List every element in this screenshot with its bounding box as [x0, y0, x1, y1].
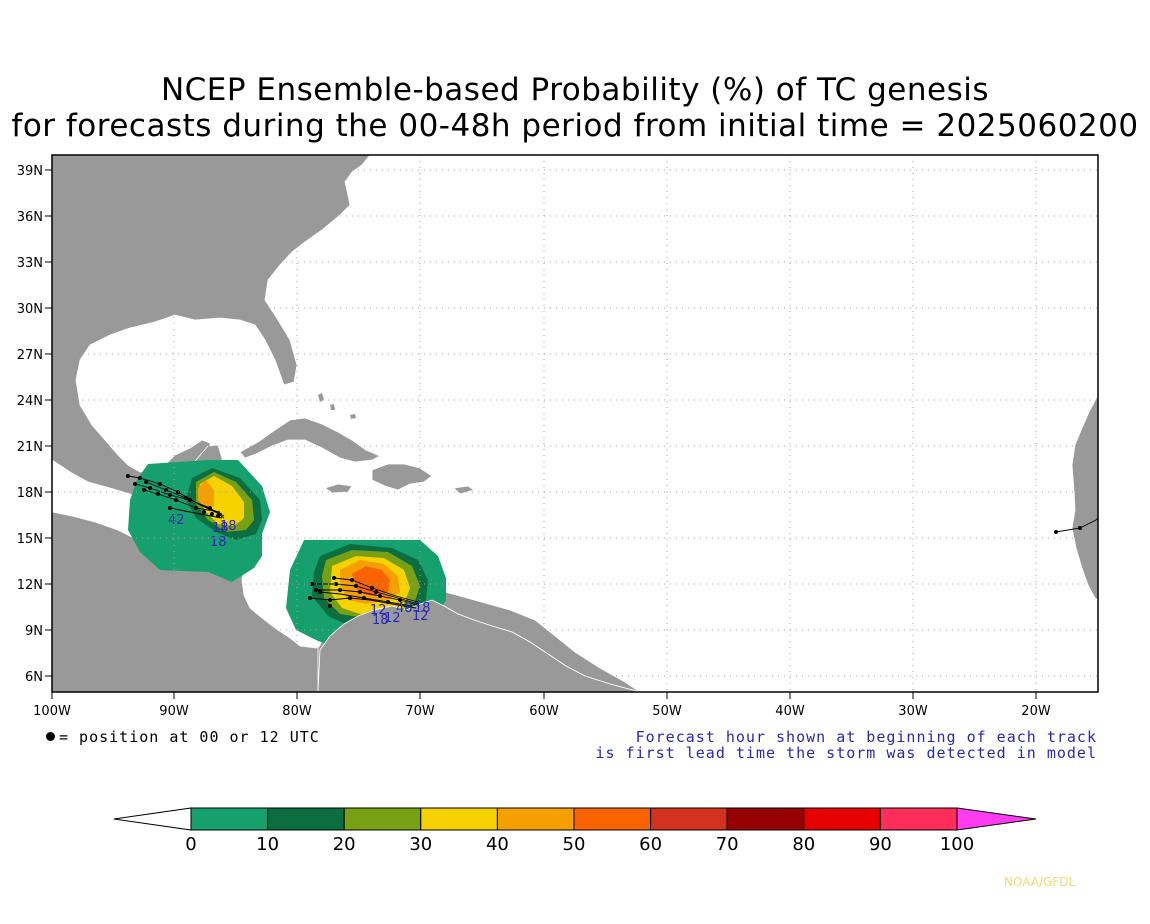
track-east-1: [316, 589, 421, 607]
storm-position-dots: [126, 474, 1082, 608]
colorbar-segment: [573, 807, 652, 831]
colorbar-tick-label: 10: [256, 834, 279, 855]
track-west-5: [169, 507, 223, 519]
position-legend: = position at 00 or 12 UTC: [46, 728, 320, 746]
forecast-hour-labels: 42 18 18 18 12 18 48 12 18 12: [168, 513, 431, 628]
lon-label: 100W: [33, 704, 71, 719]
lat-label: 15N: [17, 532, 43, 547]
colorbar-segment: [650, 807, 728, 831]
forecast-hour-label: 18: [212, 521, 229, 536]
south-america-coast-overlay: [317, 599, 641, 692]
track-west-2: [127, 475, 225, 517]
colorbar-tick-label: 20: [333, 834, 356, 855]
gridlines: [52, 155, 1098, 692]
lat-label: 9N: [25, 624, 43, 639]
track-east-3: [309, 597, 417, 609]
chart-title-line2: for forecasts during the 00-48h period f…: [11, 108, 1139, 144]
bahamas-islands: [318, 393, 356, 419]
forecast-hour-label: 18: [220, 519, 237, 534]
forecast-hour-note-line1: Forecast hour shown at beginning of each…: [635, 728, 1097, 746]
lon-label: 30W: [898, 704, 928, 719]
lon-label: 20W: [1021, 704, 1051, 719]
colorbar-segment: [726, 807, 805, 831]
colorbar-segment: [343, 807, 422, 831]
colorbar: 0 10 20 30 40 50 60 70 80 90 100: [113, 807, 1037, 855]
forecast-hour-label: 42: [168, 513, 185, 528]
colorbar-segment: [267, 807, 345, 831]
colorbar-segment: [803, 807, 881, 831]
position-legend-text: = position at 00 or 12 UTC: [59, 728, 320, 746]
jamaica-island: [324, 483, 353, 494]
colorbar-tick-label: 50: [563, 834, 586, 855]
latitude-labels: 39N 36N 33N 30N 27N 24N 21N 18N 15N 12N …: [17, 164, 43, 685]
lon-label: 50W: [652, 704, 682, 719]
colorbar-tick-label: 30: [409, 834, 432, 855]
longitude-labels: 100W 90W 80W 70W 60W 50W 40W 30W 20W: [33, 704, 1051, 719]
lat-label: 12N: [17, 578, 43, 593]
position-dot-icon: [46, 732, 55, 741]
colorbar-over-triangle: [956, 807, 1037, 831]
lat-label: 39N: [17, 164, 43, 179]
lon-label: 70W: [405, 704, 435, 719]
colorbar-segment: [420, 807, 498, 831]
puerto-rico-island: [453, 485, 475, 495]
lat-label: 33N: [17, 256, 43, 271]
forecast-hour-label: 12: [370, 603, 387, 618]
contour-40-50-west: [198, 480, 214, 508]
colorbar-tick-label: 90: [869, 834, 892, 855]
forecast-hour-label: 18: [210, 535, 227, 550]
lon-label: 60W: [529, 704, 559, 719]
colorbar-segment: [190, 807, 269, 831]
track-africa: [1055, 517, 1098, 533]
forecast-hour-label: 48: [396, 601, 413, 616]
lat-label: 18N: [17, 486, 43, 501]
lat-label: 27N: [17, 348, 43, 363]
chart-title-line1: NCEP Ensemble-based Probability (%) of T…: [160, 72, 990, 108]
tick-marks: [45, 169, 1037, 699]
colorbar-tick-label: 40: [486, 834, 509, 855]
hispaniola-island: [371, 463, 433, 491]
lat-label: 30N: [17, 302, 43, 317]
colorbar-tick-label: 70: [716, 834, 739, 855]
forecast-hour-label: 12: [384, 611, 401, 626]
contour-50-60-east: [352, 566, 390, 596]
lon-label: 40W: [775, 704, 805, 719]
colorbar-tick-label: 0: [185, 834, 196, 855]
colorbar-tick-label: 100: [940, 834, 974, 855]
forecast-hour-note-line2: is first lead time the storm was detecte…: [595, 744, 1097, 762]
colorbar-tick-label: 60: [639, 834, 662, 855]
cuba-island: [239, 417, 381, 463]
lat-label: 21N: [17, 440, 43, 455]
lat-label: 6N: [25, 670, 43, 685]
colorbar-segment: [879, 807, 958, 831]
lat-label: 36N: [17, 210, 43, 225]
forecast-hour-label: 18: [414, 601, 431, 616]
forecast-hour-label: 18: [372, 613, 389, 628]
forecast-hour-label: 12: [412, 609, 429, 624]
lon-label: 80W: [282, 704, 312, 719]
colorbar-segment: [496, 807, 575, 831]
colorbar-under-triangle: [113, 807, 192, 831]
lon-label: 90W: [159, 704, 189, 719]
map-frame: [51, 154, 1099, 693]
colorbar-tick-label: 80: [792, 834, 815, 855]
credit-text: NOAA/GFDL: [1004, 875, 1076, 889]
lat-label: 24N: [17, 394, 43, 409]
